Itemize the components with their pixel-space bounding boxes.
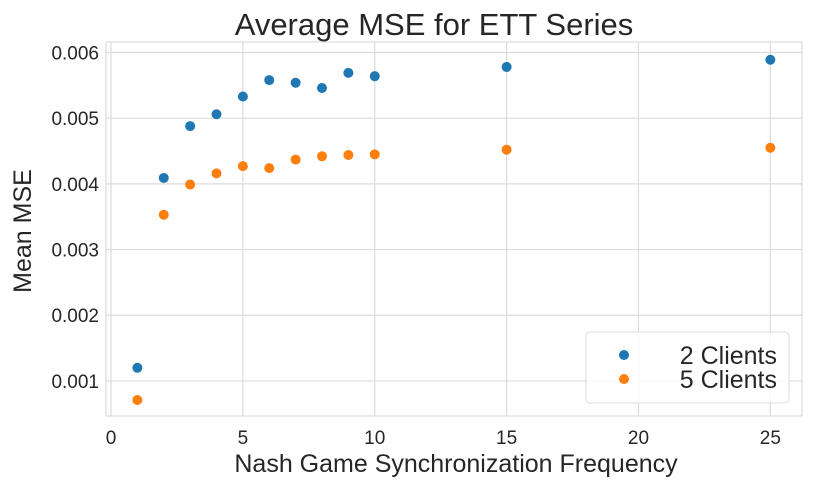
legend-label-5-clients: 5 Clients (680, 366, 777, 394)
y-axis-label: Mean MSE (9, 169, 37, 293)
legend-marker-5-clients (619, 374, 629, 384)
x-tick-label: 0 (106, 428, 117, 449)
point-5-clients (264, 163, 275, 174)
point-5-clients (132, 394, 143, 405)
y-tick-label: 0.006 (51, 44, 99, 65)
x-tick-label: 25 (760, 428, 781, 449)
point-5-clients (501, 144, 512, 155)
y-tick-label: 0.002 (51, 306, 99, 327)
legend-box (585, 331, 790, 404)
point-2-clients (765, 54, 776, 65)
point-2-clients (185, 121, 196, 132)
x-tick-label: 5 (238, 428, 249, 449)
x-tick-label: 15 (496, 428, 517, 449)
point-2-clients (132, 362, 143, 373)
legend-marker-2-clients (619, 350, 629, 360)
y-tick-labels: 0.001 0.002 0.003 0.004 0.005 0.006 (51, 44, 99, 393)
x-tick-labels: 0 5 10 15 20 25 (106, 428, 781, 449)
data-points (132, 54, 776, 405)
point-5-clients (290, 154, 301, 165)
point-2-clients (237, 91, 248, 102)
point-2-clients (264, 75, 275, 86)
point-2-clients (290, 77, 301, 88)
point-2-clients (369, 71, 380, 82)
point-5-clients (158, 209, 169, 220)
point-2-clients (158, 172, 169, 183)
point-2-clients (317, 82, 327, 93)
y-tick-label: 0.004 (51, 175, 99, 196)
x-tick-label: 10 (364, 428, 385, 449)
point-5-clients (369, 149, 380, 160)
point-2-clients (211, 109, 222, 120)
y-tick-label: 0.003 (51, 241, 99, 262)
point-5-clients (765, 142, 776, 153)
point-2-clients (501, 61, 512, 72)
point-5-clients (343, 149, 354, 160)
x-tick-label: 20 (628, 428, 649, 449)
point-5-clients (317, 151, 327, 162)
chart-title: Average MSE for ETT Series (235, 7, 634, 42)
y-tick-label: 0.005 (51, 109, 99, 130)
y-tick-label: 0.001 (51, 372, 99, 393)
point-2-clients (343, 67, 354, 78)
legend: 2 Clients 5 Clients (585, 331, 790, 404)
x-axis-label: Nash Game Synchronization Frequency (234, 450, 678, 478)
legend-label-2-clients: 2 Clients (680, 342, 777, 370)
point-5-clients (211, 168, 222, 179)
point-5-clients (237, 161, 248, 172)
point-5-clients (185, 179, 196, 190)
